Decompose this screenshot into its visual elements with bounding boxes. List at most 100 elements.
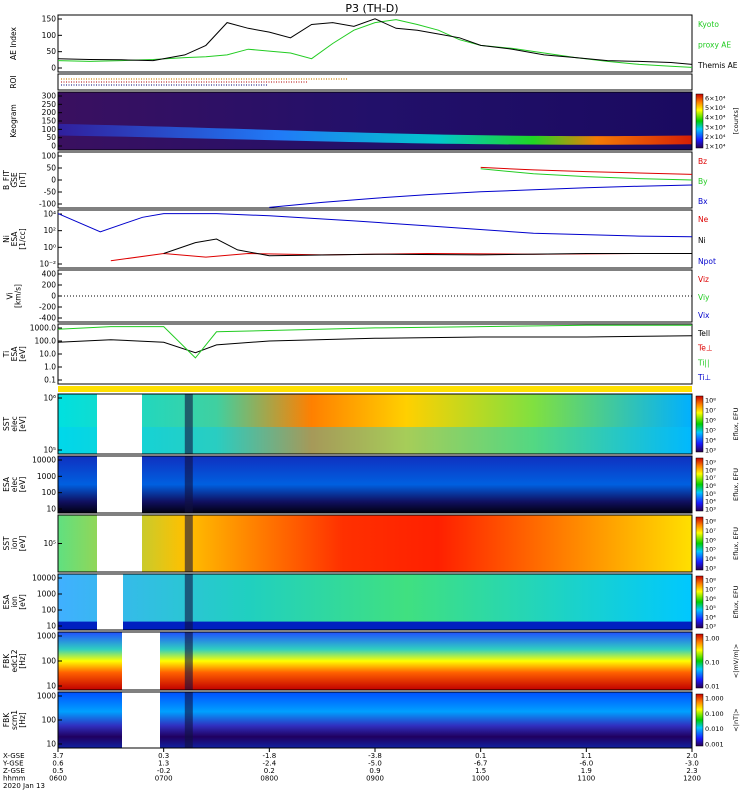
y-axis-label: B_FITGSE[nT] xyxy=(2,170,27,190)
legend-entry: Themis AE xyxy=(697,61,738,70)
x-axis-value: -3.8 xyxy=(368,752,382,760)
y-axis-label-line: [eV] xyxy=(18,477,27,493)
x-axis-row-label: Z-GSE xyxy=(3,767,25,775)
colorbar-label: <|mV/m|> xyxy=(732,644,740,679)
colorbar-tick-label: 0.010 xyxy=(705,725,724,733)
colorbar-tick-label: 10⁵ xyxy=(705,490,716,498)
x-axis-value: 0900 xyxy=(366,775,384,783)
y-tick-label: 1000 xyxy=(37,692,56,701)
panel-frame xyxy=(57,151,693,209)
colorbar-tick-label: 10⁴ xyxy=(705,498,716,506)
event-column xyxy=(184,394,193,454)
chart-title: P3 (TH-D) xyxy=(345,2,398,15)
x-axis-row-label: Y-GSE xyxy=(2,760,24,768)
x-axis-value: 1200 xyxy=(683,775,701,783)
event-column xyxy=(184,632,193,690)
y-tick-label: 1000.0 xyxy=(30,324,56,333)
panel-velocity: Vi[km/s] 400 200 0 -200 -400 Viz Viy Vix xyxy=(6,269,710,323)
x-axis-value: -1.8 xyxy=(262,752,276,760)
legend-entry: Kyoto xyxy=(698,20,719,29)
event-column xyxy=(184,692,193,748)
legend-entry: proxy AE xyxy=(698,41,731,50)
colorbar xyxy=(695,633,704,689)
y-tick-label: 100 xyxy=(42,488,57,497)
colorbar-tick-label: 10⁷ xyxy=(705,407,716,415)
colorbar-tick-label: 3×10⁴ xyxy=(705,123,726,131)
colorbar-label: <|nT|> xyxy=(732,708,740,731)
colorbar-tick-label: 10⁷ xyxy=(705,527,716,535)
legend-entry: Npot xyxy=(698,257,716,266)
colorbar-tick-label: 10⁴ xyxy=(705,555,716,563)
y-tick-label: 150 xyxy=(42,117,57,126)
x-axis-value: 0700 xyxy=(155,775,173,783)
y-axis-label-line: ESA xyxy=(2,594,11,610)
y-axis-label-line: [1/cc] xyxy=(18,228,27,249)
panel-frame xyxy=(57,14,693,73)
colorbar-tick-label: 10⁶ xyxy=(705,536,716,544)
panel-temperature: TiESA[eV] 1000.0 100.0 10.0 1.0 0.1 Tell Te⊥ Ti|… xyxy=(2,323,712,385)
x-axis-row-label: X-GSE xyxy=(3,752,25,760)
x-axis-value: 3.7 xyxy=(52,752,63,760)
colorbar-tick-label: 10³ xyxy=(705,447,716,455)
y-tick-label: 10⁰ xyxy=(43,243,56,252)
y-tick-label: 100 xyxy=(42,152,57,161)
series-line-by xyxy=(480,168,693,181)
colorbar-tick-label: 0.10 xyxy=(705,659,719,667)
colorbar-label: Eflux, EFU xyxy=(732,468,740,501)
y-axis-label: ESAelec[eV] xyxy=(2,476,27,492)
y-tick-label: 10⁵ xyxy=(43,539,56,548)
y-tick-label: 1000 xyxy=(37,472,56,481)
panel-sst_e: SSTelec[eV] 10⁶ 10⁵ 10⁸ 10⁷ 10⁶ 10⁵ 10⁴ 10³ Eflux… xyxy=(2,393,740,455)
colorbar-tick-label: 10³ xyxy=(705,506,716,514)
y-tick-label: 200 xyxy=(42,281,57,290)
y-axis-label: NiESA[1/cc] xyxy=(2,228,27,249)
colorbar-tick-label: 10⁵ xyxy=(705,427,716,435)
colorbar-tick-label: 0.100 xyxy=(705,710,724,718)
colorbar xyxy=(695,693,704,747)
y-axis-label-line: scm1 xyxy=(10,710,19,730)
panel-frame xyxy=(57,323,693,385)
colorbar-tick-label: 10⁶ xyxy=(705,595,716,603)
y-tick-label: -100 xyxy=(39,200,56,209)
panel-ae: AE Index 150 100 50 0 Kyoto proxy AE Themis AE xyxy=(9,14,738,73)
y-axis-label-line: FBK xyxy=(2,712,11,727)
y-axis-label-line: elec xyxy=(10,416,19,431)
y-tick-label: 10 xyxy=(46,682,56,691)
colorbar-tick-label: 0.01 xyxy=(705,683,719,691)
esa-elec-spectrogram xyxy=(58,456,692,513)
colorbar-label: Eflux, EFU xyxy=(732,585,740,618)
y-tick-label: 150 xyxy=(42,15,57,24)
fbk-edc-spectrogram xyxy=(58,632,692,690)
x-axis-value: 1100 xyxy=(577,775,595,783)
y-tick-label: 10 xyxy=(46,505,56,514)
legend-entry: Viz xyxy=(698,275,709,284)
x-axis-value: 1.9 xyxy=(581,767,592,775)
y-axis-label-line: SST xyxy=(2,417,11,432)
y-axis-label-line: [Hz] xyxy=(18,712,27,728)
colorbar-tick-label: 1.000 xyxy=(705,695,724,703)
legend-entry: Ti⊥ xyxy=(697,373,711,382)
colorbar-tick-label: 10⁸ xyxy=(705,466,716,474)
series-line-themis-ae xyxy=(57,18,693,65)
x-axis-value: -6.7 xyxy=(474,760,488,768)
colorbar-tick-label: 10⁷ xyxy=(705,474,716,482)
colorbar-tick-label: 6×10⁴ xyxy=(705,95,726,103)
colorbar-tick-label: 4×10⁴ xyxy=(705,114,726,122)
y-tick-label: 400 xyxy=(42,270,57,279)
data-gap xyxy=(97,394,142,454)
panel-frame xyxy=(57,573,693,631)
colorbar-tick-label: 10⁸ xyxy=(705,397,716,405)
series-line-ti- xyxy=(57,324,692,359)
sst-ion-spectrogram xyxy=(58,515,692,572)
colorbar xyxy=(695,93,704,149)
data-gap xyxy=(122,692,160,748)
y-tick-label: 0 xyxy=(51,142,56,151)
y-tick-label: 1000 xyxy=(37,590,56,599)
data-gap xyxy=(97,515,142,572)
panel-frame xyxy=(57,73,693,91)
legend-entry: Tell xyxy=(697,329,710,338)
y-axis-label-line: [eV] xyxy=(18,536,27,552)
legend-entry: Bz xyxy=(698,157,707,166)
